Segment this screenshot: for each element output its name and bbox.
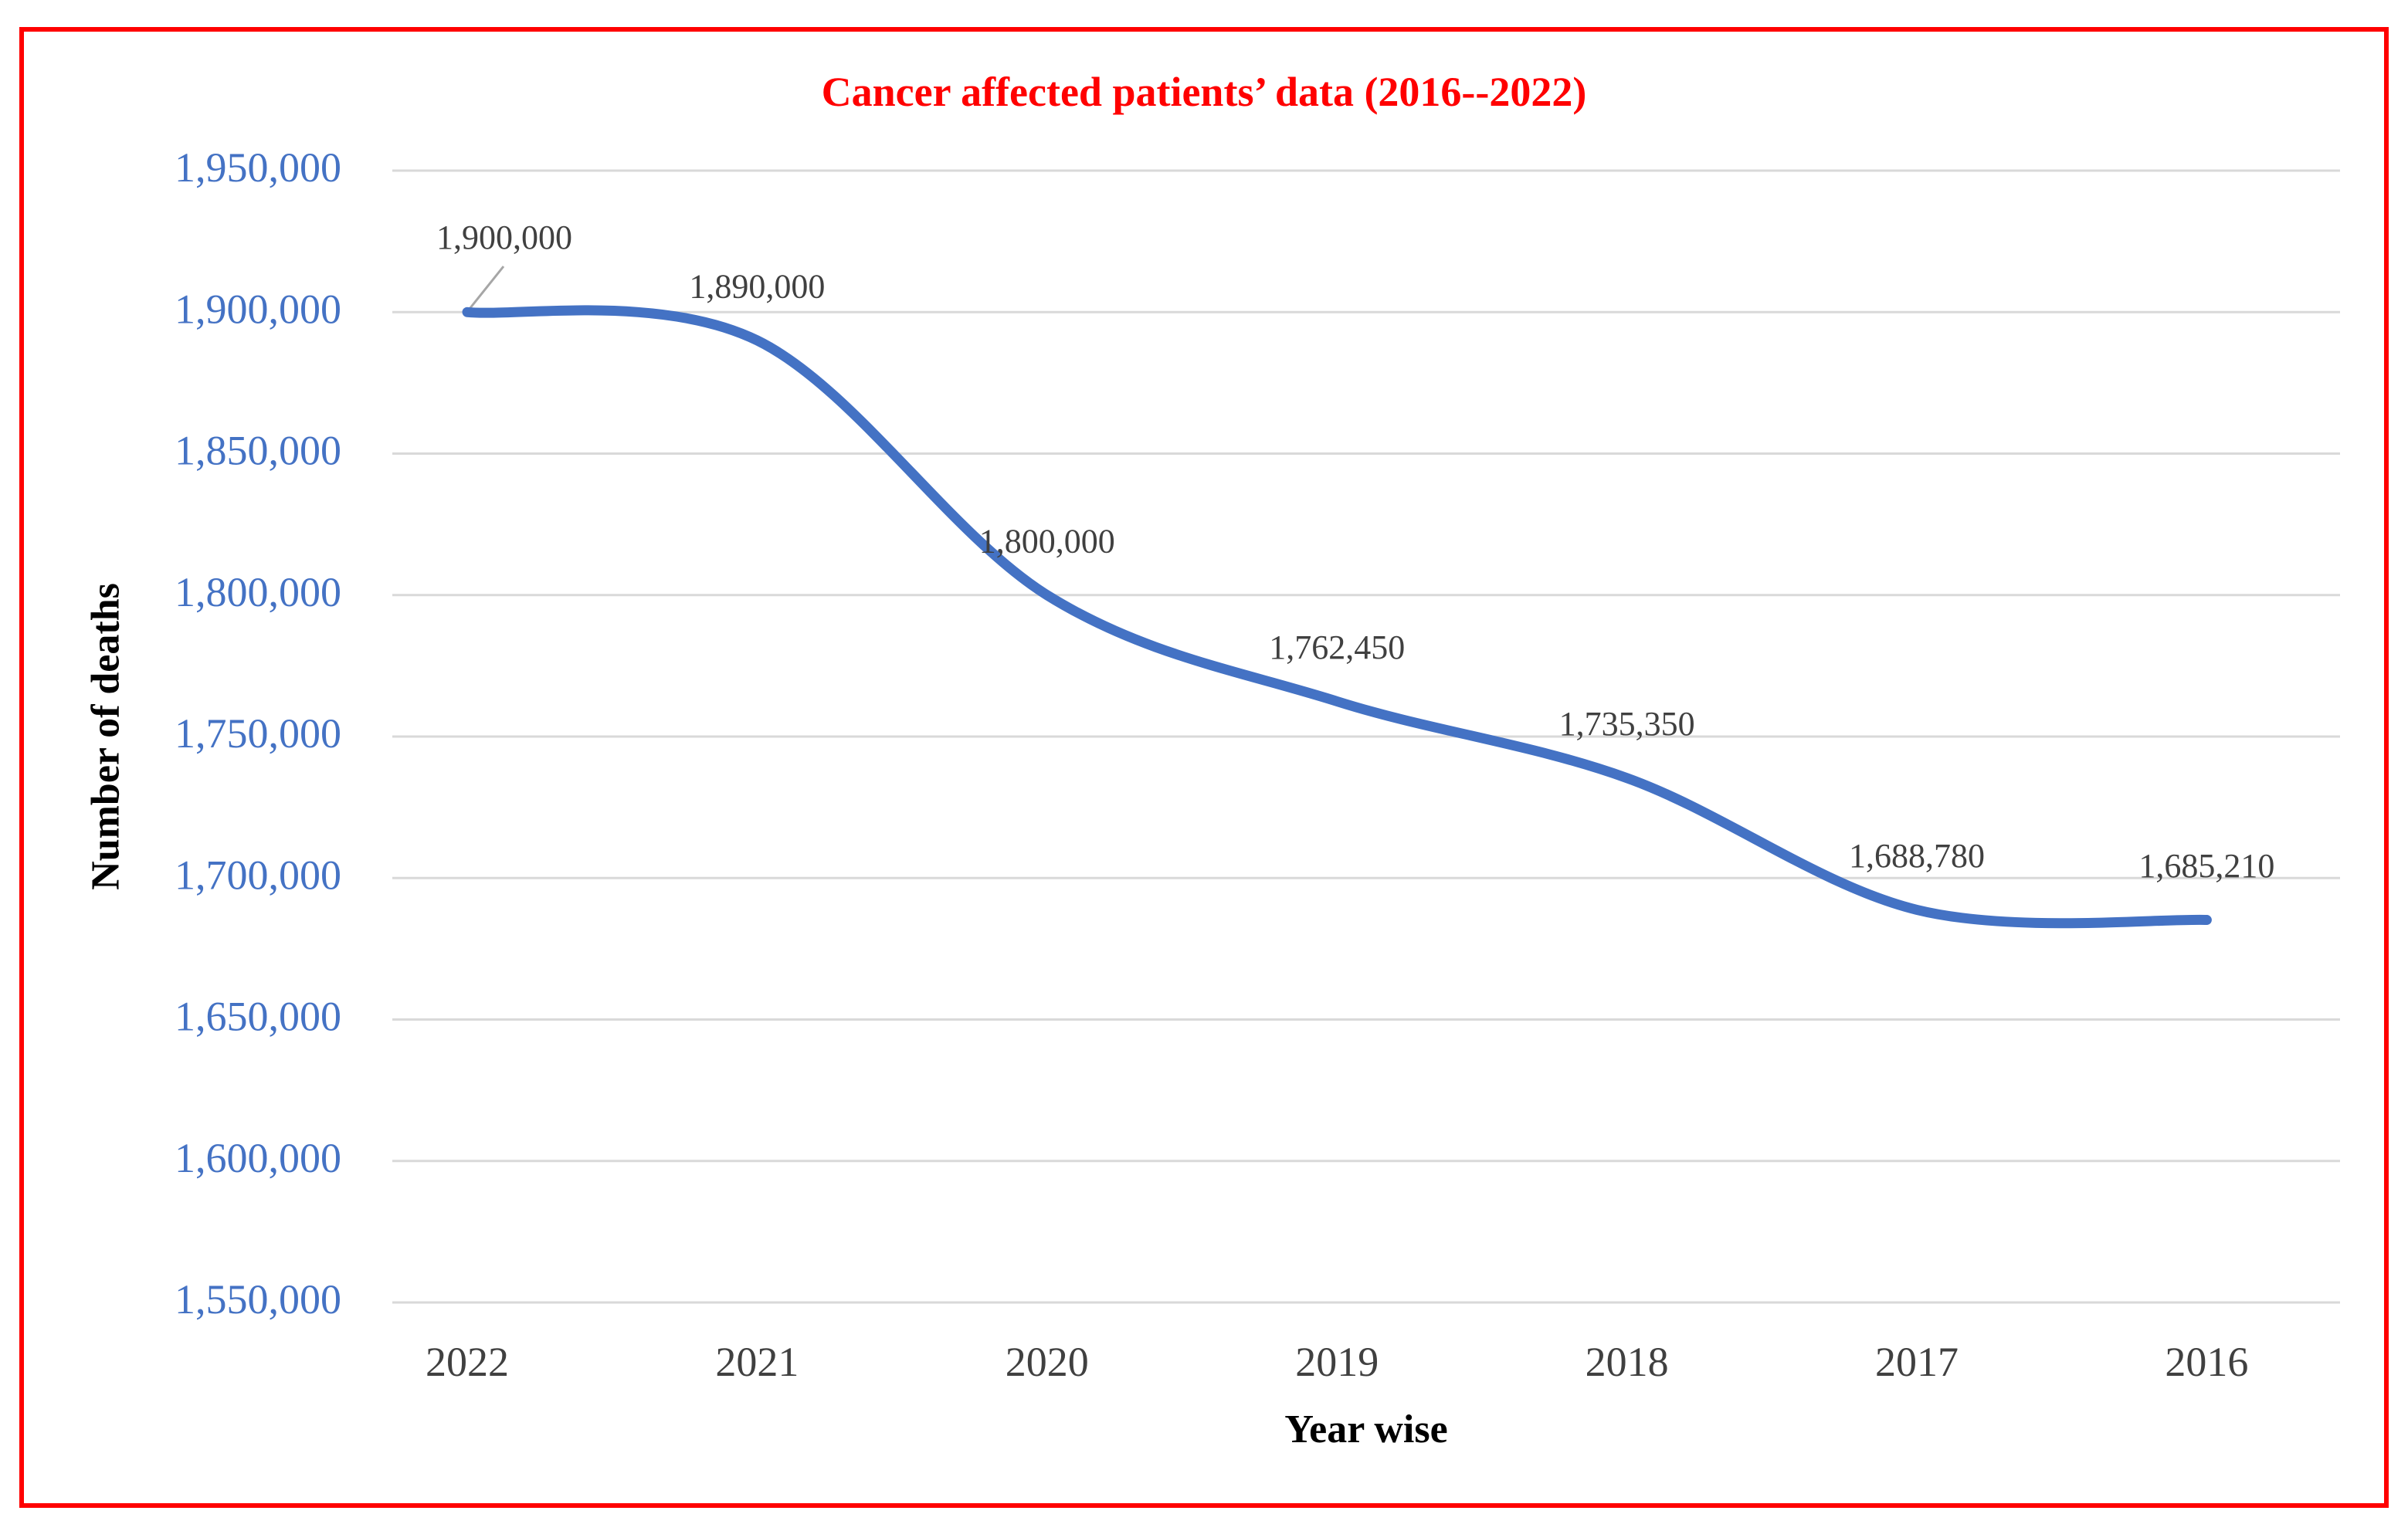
y-tick-label: 1,550,000	[175, 1276, 341, 1323]
y-tick-label: 1,850,000	[175, 428, 341, 474]
x-tick-label: 2016	[2165, 1339, 2248, 1385]
x-tick-label: 2021	[715, 1339, 799, 1385]
y-tick-label: 1,900,000	[175, 286, 341, 332]
data-label: 1,688,780	[1849, 837, 1985, 875]
data-label-leader-line	[468, 266, 505, 310]
data-label: 1,800,000	[979, 522, 1115, 560]
chart-frame-border	[19, 27, 2389, 1508]
series-line	[462, 305, 2212, 929]
data-label: 1,735,350	[1559, 705, 1695, 743]
y-tick-label: 1,950,000	[175, 144, 341, 191]
x-tick-label: 2020	[1006, 1339, 1089, 1385]
y-tick-label: 1,750,000	[175, 710, 341, 757]
y-tick-label: 1,800,000	[175, 569, 341, 615]
x-tick-label: 2018	[1586, 1339, 1669, 1385]
y-tick-label: 1,700,000	[175, 852, 341, 898]
y-tick-label: 1,600,000	[175, 1135, 341, 1181]
data-label: 1,762,450	[1269, 628, 1405, 666]
data-label: 1,890,000	[689, 267, 825, 305]
chart-title: Cancer affected patients’ data (2016--20…	[821, 69, 1587, 115]
data-label: 1,900,000	[436, 218, 572, 256]
x-tick-label: 2017	[1875, 1339, 1959, 1385]
data-label: 1,685,210	[2138, 847, 2274, 885]
x-axis-title: Year wise	[1284, 1407, 1448, 1451]
x-tick-label: 2022	[426, 1339, 509, 1385]
x-tick-label: 2019	[1295, 1339, 1379, 1385]
y-tick-label: 1,650,000	[175, 994, 341, 1040]
